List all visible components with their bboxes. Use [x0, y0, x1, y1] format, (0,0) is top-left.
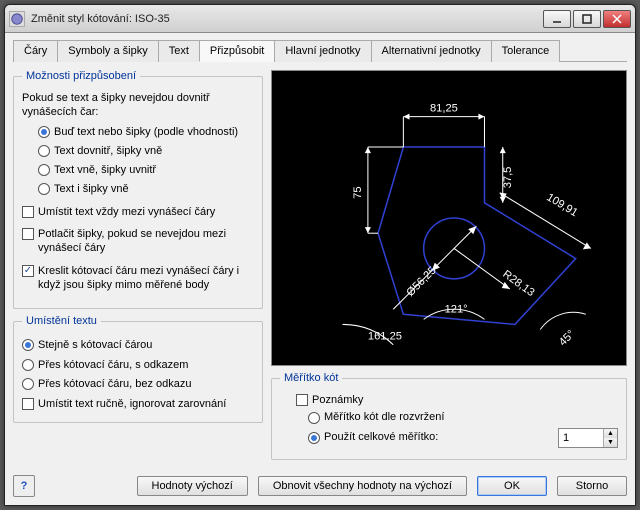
spin-down-icon[interactable]: ▼ [604, 438, 617, 447]
text-placement-legend: Umístění textu [22, 315, 101, 327]
dialog-window: Změnit styl kótování: ISO-35 ČárySymboly… [4, 4, 636, 506]
radio-label: Použít celkové měřítko: [324, 430, 438, 444]
tp-radio-1[interactable]: Přes kótovací čáru, s odkazem [22, 358, 254, 372]
annotations-check[interactable]: Poznámky [296, 393, 618, 407]
svg-text:161,25: 161,25 [368, 331, 402, 343]
fit-options-group: Možnosti přizpůsobení Pokud se text a ši… [13, 70, 263, 309]
help-button[interactable]: ? [13, 475, 35, 497]
tab-6[interactable]: Tolerance [491, 40, 561, 62]
tab-1[interactable]: Symboly a šipky [57, 40, 158, 62]
fit-radio-0[interactable]: Buď text nebo šipky (podle vhodnosti) [38, 125, 254, 139]
tab-0[interactable]: Čáry [13, 40, 58, 62]
radio-icon [308, 432, 320, 444]
radio-label: Přes kótovací čáru, bez odkazu [38, 377, 191, 391]
checkbox-label: Umístit text vždy mezi vynášecí čáry [38, 205, 215, 219]
fit-radio-3[interactable]: Text i šipky vně [38, 182, 254, 196]
app-icon [9, 11, 25, 27]
fit-radio-2[interactable]: Text vně, šipky uvnitř [38, 163, 254, 177]
checkbox-icon [22, 265, 34, 277]
radio-icon [38, 164, 50, 176]
fit-check-2[interactable]: Kreslit kótovací čáru mezi vynášecí čáry… [22, 264, 254, 293]
scale-radio-0[interactable]: Měřítko kót dle rozvržení [308, 410, 618, 424]
checkbox-label: Potlačit šipky, pokud se nevejdou mezi v… [38, 227, 254, 256]
radio-icon [22, 378, 34, 390]
radio-label: Buď text nebo šipky (podle vhodnosti) [54, 125, 238, 139]
scale-group: Měřítko kót Poznámky Měřítko kót dle roz… [271, 372, 627, 460]
scale-legend: Měřítko kót [280, 372, 342, 384]
checkbox-label: Kreslit kótovací čáru mezi vynášecí čáry… [38, 264, 254, 293]
svg-text:37,5: 37,5 [502, 167, 514, 189]
fit-options-legend: Možnosti přizpůsobení [22, 70, 140, 82]
radio-icon [308, 412, 320, 424]
tab-4[interactable]: Hlavní jednotky [274, 40, 371, 62]
fit-check-1[interactable]: Potlačit šipky, pokud se nevejdou mezi v… [22, 227, 254, 256]
tp-radio-2[interactable]: Přes kótovací čáru, bez odkazu [22, 377, 254, 391]
defaults-button[interactable]: Hodnoty výchozí [137, 476, 248, 496]
radio-icon [38, 126, 50, 138]
tp-radio-0[interactable]: Stejně s kótovací čárou [22, 338, 254, 352]
manual-placement-check[interactable]: Umístit text ručně, ignorovat zarovnání [22, 397, 254, 411]
tab-2[interactable]: Text [158, 40, 200, 62]
checkbox-icon [22, 228, 34, 240]
radio-icon [22, 359, 34, 371]
svg-text:45°: 45° [557, 328, 577, 348]
tab-3[interactable]: Přizpůsobit [199, 40, 275, 62]
spin-up-icon[interactable]: ▲ [604, 429, 617, 438]
scale-input[interactable] [559, 429, 603, 447]
checkbox-icon [296, 394, 308, 406]
text-placement-group: Umístění textu Stejně s kótovací čárou Př… [13, 315, 263, 423]
minimize-button[interactable] [543, 10, 571, 28]
checkbox-icon [22, 398, 34, 410]
svg-text:Ø56,25: Ø56,25 [404, 265, 438, 299]
window-title: Změnit styl kótování: ISO-35 [31, 13, 543, 25]
radio-icon [38, 145, 50, 157]
svg-text:121°: 121° [445, 303, 468, 315]
fit-check-0[interactable]: Umístit text vždy mezi vynášecí čáry [22, 205, 254, 219]
footer: ? Hodnoty výchozí Obnovit všechny hodnot… [13, 475, 627, 497]
client-area: ČárySymboly a šipkyTextPřizpůsobitHlavní… [5, 33, 635, 505]
svg-text:75: 75 [352, 186, 364, 198]
svg-text:109,91: 109,91 [544, 191, 579, 219]
radio-label: Stejně s kótovací čárou [38, 338, 152, 352]
cancel-button[interactable]: Storno [557, 476, 627, 496]
scale-spinner[interactable]: ▲▼ [558, 428, 618, 448]
fit-intro-text: Pokud se text a šipky nevejdou dovnitř v… [22, 91, 254, 120]
titlebar: Změnit styl kótování: ISO-35 [5, 5, 635, 33]
tab-strip: ČárySymboly a šipkyTextPřizpůsobitHlavní… [13, 39, 627, 62]
radio-label: Text dovnitř, šipky vně [54, 144, 162, 158]
radio-label: Text vně, šipky uvnitř [54, 163, 156, 177]
radio-icon [38, 183, 50, 195]
checkbox-icon [22, 206, 34, 218]
maximize-button[interactable] [573, 10, 601, 28]
scale-radio-1[interactable]: Použít celkové měřítko: ▲▼ [308, 428, 618, 448]
tab-5[interactable]: Alternativní jednotky [371, 40, 492, 62]
radio-label: Měřítko kót dle rozvržení [324, 410, 444, 424]
checkbox-label: Poznámky [312, 393, 363, 407]
ok-button[interactable]: OK [477, 476, 547, 496]
close-button[interactable] [603, 10, 631, 28]
radio-label: Text i šipky vně [54, 182, 129, 196]
fit-radio-1[interactable]: Text dovnitř, šipky vně [38, 144, 254, 158]
preview-pane: 81,25 75 37,5 109,91 [271, 70, 627, 366]
svg-text:81,25: 81,25 [430, 103, 458, 115]
restore-button[interactable]: Obnovit všechny hodnoty na výchozí [258, 476, 467, 496]
radio-icon [22, 339, 34, 351]
radio-label: Přes kótovací čáru, s odkazem [38, 358, 188, 372]
checkbox-label: Umístit text ručně, ignorovat zarovnání [38, 397, 226, 411]
